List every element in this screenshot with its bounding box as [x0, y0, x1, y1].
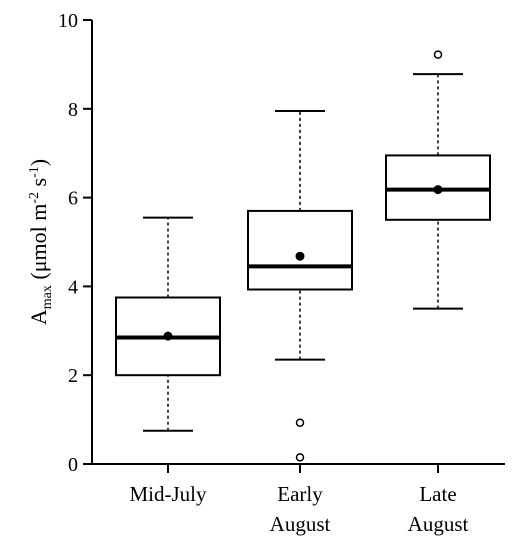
box-group	[385, 50, 491, 310]
x-category-label: Mid-July	[129, 482, 207, 506]
y-tick-label: 0	[68, 454, 78, 476]
box-group	[115, 216, 221, 432]
y-axis-title-subscript: max	[40, 285, 55, 309]
y-axis-title-main: A	[26, 309, 51, 325]
box-series	[115, 50, 491, 462]
mean-marker	[433, 185, 443, 195]
outlier-point	[295, 453, 305, 462]
interquartile-box	[247, 209, 353, 291]
y-axis-title-superscript-1: -2	[27, 192, 42, 204]
mean-marker	[295, 251, 305, 261]
y-axis-title-superscript-2: -1	[27, 166, 42, 178]
x-category-label: Late	[419, 482, 456, 506]
x-category-label: August	[408, 512, 469, 536]
outlier-point	[433, 50, 443, 59]
outlier-point	[295, 418, 305, 427]
y-tick-label: 10	[58, 10, 78, 32]
y-axis-title: Amax (μmol m-2 s-1)	[26, 159, 55, 325]
y-tick-label: 2	[68, 365, 78, 387]
box-group	[247, 110, 353, 462]
x-axis: Mid-July Early August Late August	[92, 463, 505, 536]
mean-marker	[163, 331, 173, 341]
y-axis-title-unit-mid: s	[26, 178, 51, 192]
y-axis-title-unit-prefix: (μmol m	[26, 204, 51, 285]
x-category-label: August	[270, 512, 331, 536]
y-axis: 0 2 4 6 8 10	[58, 10, 93, 476]
y-tick-label: 4	[68, 276, 78, 298]
x-category-label: Early	[277, 482, 323, 506]
y-tick-label: 6	[68, 188, 78, 210]
y-tick-label: 8	[68, 99, 78, 121]
y-axis-title-unit-suffix: )	[26, 159, 51, 166]
